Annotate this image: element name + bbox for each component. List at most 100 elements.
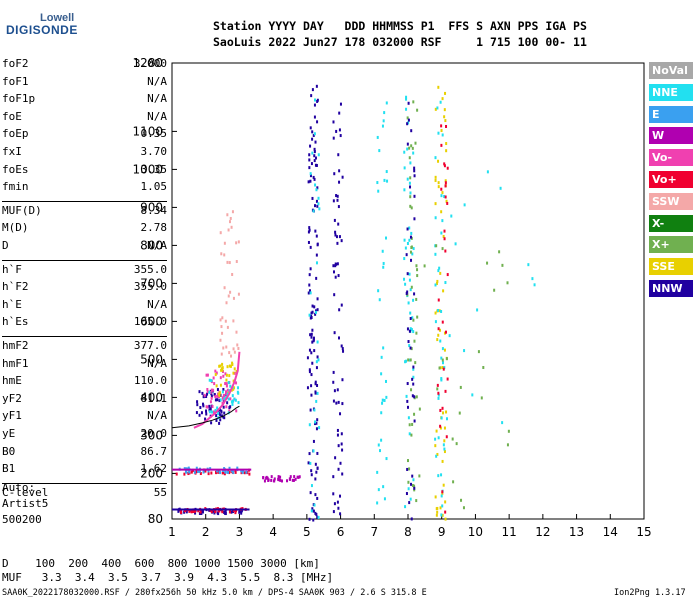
echo-point [308, 153, 311, 157]
x-tick-label: 14 [603, 525, 618, 539]
echo-point [340, 239, 343, 243]
echo-point [224, 470, 227, 474]
echo-point [273, 477, 276, 481]
echo-point [410, 245, 413, 249]
echo-point [223, 510, 226, 514]
echo-point [443, 331, 446, 335]
echo-point [339, 412, 342, 416]
muf-value-row: MUF 3.3 3.4 3.5 3.7 3.9 4.3 5.5 8.3 [MHz… [2, 571, 334, 584]
echo-point [336, 433, 339, 437]
echo-point [312, 439, 315, 443]
echo-point [405, 107, 408, 111]
echo-point [225, 384, 228, 388]
echo-point [309, 408, 312, 412]
param-name: hmF1 [2, 356, 29, 370]
echo-point [216, 511, 219, 515]
echo-point [225, 345, 228, 349]
echo-point [446, 273, 449, 277]
echo-point [435, 282, 438, 286]
legend-item-w: W [649, 127, 693, 145]
echo-point [445, 199, 448, 203]
echo-point [232, 347, 235, 351]
echo-point [315, 360, 318, 364]
echo-point [235, 241, 238, 245]
echo-point [443, 194, 446, 198]
echo-point [441, 406, 444, 410]
echo-point [441, 491, 444, 495]
echo-point [187, 472, 190, 476]
echo-point [409, 161, 412, 165]
auto-label: Auto: [2, 481, 36, 494]
echo-point [219, 398, 222, 402]
echo-point [378, 298, 381, 302]
echo-point [335, 401, 338, 405]
echo-point [221, 316, 224, 320]
echo-point [444, 389, 447, 393]
echo-point [228, 364, 231, 368]
echo-point [440, 494, 443, 498]
echo-point [316, 297, 319, 301]
echo-point [232, 471, 235, 475]
echo-point [527, 263, 530, 267]
echo-point [226, 325, 229, 329]
echo-point [222, 397, 225, 401]
param-value: 3.70 [140, 145, 168, 158]
echo-point [195, 411, 198, 415]
echo-point [409, 195, 412, 199]
echo-point [385, 236, 388, 240]
echo-point [229, 384, 232, 388]
footer-info: SAA0K_2022178032000.RSF / 280fx256h 50 k… [2, 588, 427, 598]
param-name: D [2, 239, 9, 252]
echo-point [334, 233, 337, 237]
echo-point [209, 400, 212, 404]
echo-point [334, 456, 337, 460]
echo-point [434, 175, 437, 179]
echo-point [409, 497, 412, 501]
echo-point [215, 418, 218, 422]
echo-point [404, 282, 407, 286]
echo-point [219, 231, 222, 235]
echo-point [434, 252, 437, 256]
echo-point [234, 398, 237, 402]
echo-point [451, 437, 454, 441]
y-tick-label: 400 [140, 390, 163, 404]
echo-point [230, 510, 233, 514]
echo-point [434, 444, 437, 448]
echo-point [408, 432, 411, 436]
echo-point [341, 378, 344, 382]
legend-item-x-: X- [649, 214, 693, 232]
echo-point [434, 216, 437, 220]
echo-point [443, 237, 446, 241]
echo-point [410, 258, 413, 262]
echo-point [383, 398, 386, 402]
echo-point [434, 107, 437, 111]
x-tick-label: 10 [468, 525, 483, 539]
echo-point [280, 479, 283, 483]
echo-point [312, 209, 315, 213]
echo-point [416, 315, 419, 319]
echo-point [308, 517, 311, 521]
echo-point [339, 461, 342, 465]
echo-point [482, 366, 485, 370]
echo-point [217, 509, 220, 513]
echo-point [208, 404, 211, 408]
echo-point [403, 166, 406, 170]
echo-point [506, 281, 509, 285]
echo-point [308, 158, 311, 162]
echo-point [317, 202, 320, 206]
echo-point [386, 179, 389, 183]
echo-point [438, 366, 441, 370]
echo-point [403, 277, 406, 281]
legend-item-nnw: NNW [649, 280, 693, 297]
echo-point [315, 199, 318, 203]
echo-point [314, 156, 317, 160]
echo-point [411, 146, 414, 150]
echo-point [229, 397, 232, 401]
echo-point [406, 382, 409, 386]
echo-point [383, 497, 386, 501]
param-separator [2, 336, 167, 337]
echo-point [501, 421, 504, 425]
echo-point [233, 371, 236, 375]
echo-point [216, 406, 219, 410]
param-value: 20.0 [140, 427, 168, 440]
